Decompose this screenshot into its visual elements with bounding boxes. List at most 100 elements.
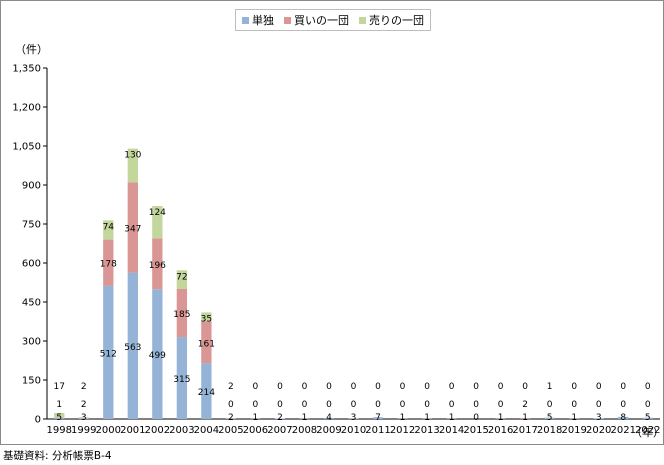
data-label: 8 bbox=[620, 413, 626, 423]
bar-segment-buy-group bbox=[176, 289, 188, 338]
data-label: 1 bbox=[56, 400, 62, 410]
data-label: 0 bbox=[473, 400, 479, 410]
bar-segment-single bbox=[274, 418, 286, 419]
x-tick-label: 1998 bbox=[47, 425, 72, 436]
data-label: 0 bbox=[326, 400, 332, 410]
data-label: 7 bbox=[375, 413, 381, 423]
bar-segment-single bbox=[152, 289, 163, 419]
data-label: 0 bbox=[571, 400, 577, 410]
bar-segment-single bbox=[544, 417, 555, 419]
bar-segment-single bbox=[618, 416, 629, 419]
data-label: 2 bbox=[522, 400, 528, 410]
data-label: 2 bbox=[228, 382, 234, 392]
data-label: 17 bbox=[54, 382, 65, 392]
data-label: 3 bbox=[81, 413, 87, 423]
data-label: 1 bbox=[522, 413, 528, 423]
data-label: 0 bbox=[449, 400, 455, 410]
x-tick-label: 2012 bbox=[390, 425, 415, 436]
data-label: 0 bbox=[375, 400, 381, 410]
data-label: 196 bbox=[149, 261, 166, 271]
data-label: 0 bbox=[547, 400, 553, 410]
x-tick-label: 2008 bbox=[292, 425, 317, 436]
data-label: 0 bbox=[473, 413, 479, 423]
data-label: 72 bbox=[176, 272, 187, 282]
data-label: 563 bbox=[124, 343, 141, 353]
data-label: 0 bbox=[596, 382, 602, 392]
bar-segment-single bbox=[593, 418, 604, 419]
bar-segment-single bbox=[348, 418, 359, 419]
bar-segment-buy-group bbox=[127, 182, 138, 273]
x-tick-label: 2005 bbox=[218, 425, 243, 436]
y-tick-label: 0 bbox=[35, 415, 41, 426]
bar-segment-sell-group bbox=[54, 413, 65, 418]
bar-segment-single bbox=[642, 417, 653, 419]
bar-segment-buy-group bbox=[201, 321, 212, 364]
x-tick-label: 2015 bbox=[463, 425, 488, 436]
data-label: 5 bbox=[645, 413, 651, 423]
data-label: 499 bbox=[149, 351, 166, 361]
legend-swatch-single bbox=[242, 16, 249, 24]
bar-segment-sell-group bbox=[127, 148, 138, 183]
bar-segment-buy-group bbox=[152, 238, 163, 290]
bar-segment-buy-group bbox=[103, 239, 114, 286]
bar-segment-single bbox=[372, 417, 384, 419]
x-tick-label: 2021 bbox=[610, 425, 635, 436]
data-label: 4 bbox=[326, 413, 332, 423]
bar-segment-sell-group bbox=[225, 417, 237, 419]
y-axis-unit: （件） bbox=[15, 43, 48, 56]
x-tick-label: 2018 bbox=[537, 425, 562, 436]
bar-segment-sell-group bbox=[103, 220, 114, 240]
x-tick-label: 2006 bbox=[243, 425, 268, 436]
x-tick-label: 2007 bbox=[267, 425, 292, 436]
data-label: 1 bbox=[547, 382, 553, 392]
x-tick-label: 2010 bbox=[341, 425, 366, 436]
data-label: 1 bbox=[400, 413, 406, 423]
x-tick-label: 1999 bbox=[71, 425, 96, 436]
x-tick-label: 2014 bbox=[439, 425, 464, 436]
bar-segment-single bbox=[103, 285, 114, 419]
data-label: 0 bbox=[498, 400, 504, 410]
data-label: 3 bbox=[351, 413, 357, 423]
data-label: 1 bbox=[449, 413, 455, 423]
legend-item-sell-group: 売りの一団 bbox=[359, 12, 424, 28]
y-tick-label: 1,050 bbox=[12, 142, 41, 153]
data-label: 0 bbox=[645, 382, 651, 392]
bar-segment-single bbox=[225, 418, 237, 419]
x-tick-label: 2011 bbox=[365, 425, 390, 436]
x-tick-label: 2022 bbox=[635, 425, 660, 436]
legend-item-buy-group: 買いの一団 bbox=[284, 12, 349, 28]
data-label: 0 bbox=[326, 382, 332, 392]
bar-segment-single bbox=[127, 272, 138, 419]
legend-label-sell-group: 売りの一団 bbox=[369, 14, 424, 27]
bar-segment-buy-group bbox=[78, 417, 89, 419]
data-label: 0 bbox=[228, 400, 234, 410]
data-label: 1 bbox=[302, 413, 308, 423]
data-label: 2 bbox=[228, 413, 234, 423]
bar-segment-sell-group bbox=[152, 206, 163, 239]
chart-frame: 単独 買いの一団 売りの一団 （件） （年） 0 150 300 450 600 750 9… bbox=[0, 0, 664, 445]
x-tick-label: 2001 bbox=[120, 425, 145, 436]
legend-label-single: 単独 bbox=[252, 14, 274, 27]
data-label: 2 bbox=[81, 400, 87, 410]
data-label: 1 bbox=[253, 413, 259, 423]
data-label: 5 bbox=[547, 413, 553, 423]
bar-segment-single bbox=[78, 418, 89, 419]
source-note: 基礎資料: 分析帳票B-4 bbox=[3, 450, 112, 462]
bar-segment-buy-group bbox=[519, 418, 531, 419]
data-label: 315 bbox=[173, 375, 190, 385]
data-label: 0 bbox=[424, 382, 430, 392]
data-label: 35 bbox=[201, 314, 212, 324]
x-tick-label: 2002 bbox=[145, 425, 170, 436]
data-label: 0 bbox=[253, 400, 259, 410]
bar-segment-single bbox=[201, 363, 212, 419]
data-label: 0 bbox=[375, 382, 381, 392]
x-tick-label: 2017 bbox=[512, 425, 537, 436]
data-label: 161 bbox=[198, 339, 215, 349]
x-tick-label: 2016 bbox=[488, 425, 513, 436]
data-label: 1 bbox=[498, 413, 504, 423]
x-tick-label: 2009 bbox=[316, 425, 341, 436]
legend-swatch-buy-group bbox=[284, 16, 291, 24]
data-label: 5 bbox=[56, 413, 62, 423]
data-label: 0 bbox=[498, 382, 504, 392]
y-tick-label: 1,200 bbox=[12, 103, 41, 114]
